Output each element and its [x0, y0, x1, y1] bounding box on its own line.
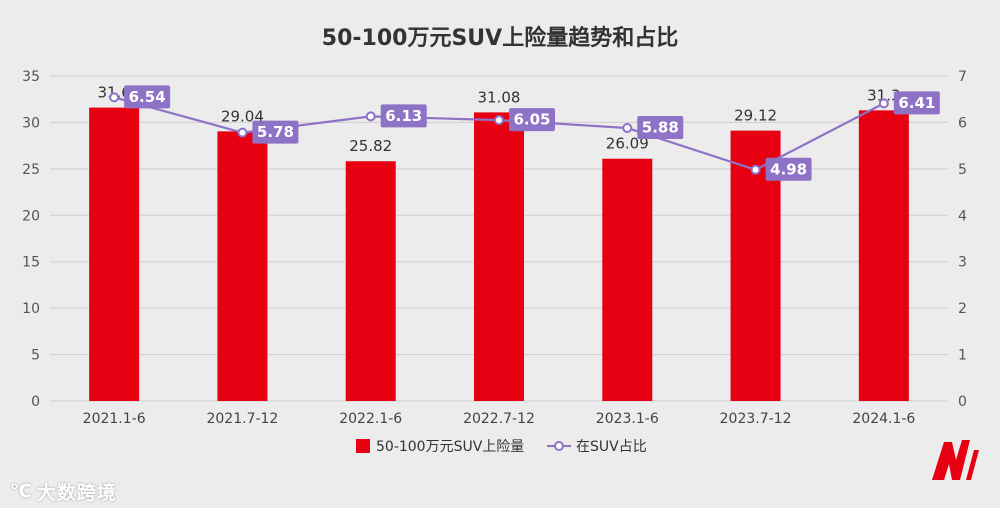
x-tick-label: 2022.1-6: [339, 411, 402, 427]
line-point: [494, 115, 504, 126]
line-label-box: [893, 91, 940, 115]
brand-logo-icon: [932, 440, 979, 480]
bar-value-label: 26.09: [606, 135, 649, 153]
line-point: [878, 98, 889, 109]
bar: [345, 161, 396, 401]
x-tick-label: 2023.1-6: [596, 411, 659, 427]
line-value-label: 6.54: [129, 88, 166, 106]
watermark: ℃ 大数跨境: [10, 478, 117, 505]
bar: [858, 110, 909, 401]
line-point: [237, 127, 248, 138]
legend-swatch-bar: [356, 439, 370, 453]
y2-tick-label: 3: [958, 255, 967, 271]
line-label-box: [765, 157, 812, 181]
line-label-box: [380, 104, 427, 128]
y-tick-label: 0: [31, 394, 40, 410]
y2-tick-label: 0: [958, 394, 967, 410]
x-tick-label: 2021.1-6: [83, 411, 146, 427]
line-value-label: 5.88: [642, 119, 679, 137]
y-tick-label: 20: [22, 208, 40, 224]
line-value-label: 4.98: [770, 160, 807, 178]
bar-value-label: 29.12: [734, 107, 777, 125]
watermark-text: 大数跨境: [36, 482, 117, 504]
bar: [89, 107, 140, 402]
y2-tick-label: 2: [958, 301, 967, 317]
chart-title: 50-100万元SUV上险量趋势和占比: [322, 25, 678, 51]
x-tick-label: 2022.7-12: [463, 411, 535, 427]
y2-tick-label: 1: [958, 348, 967, 364]
bar: [474, 112, 524, 402]
y-tick-label: 15: [22, 255, 40, 271]
y2-tick-label: 4: [958, 208, 967, 224]
line-point: [109, 92, 120, 103]
line-value-label: 6.41: [898, 94, 935, 112]
line-label-box: [509, 108, 555, 132]
y-tick-label: 25: [22, 162, 40, 178]
legend-label-line: 在SUV占比: [576, 439, 647, 455]
line-label-box: [252, 120, 299, 144]
bar-value-label: 31.08: [478, 88, 521, 106]
line-point: [365, 111, 376, 122]
y-tick-label: 10: [22, 301, 40, 317]
y2-tick-label: 7: [958, 69, 967, 85]
line-point: [622, 123, 633, 133]
y2-tick-label: 6: [958, 115, 967, 131]
x-tick-label: 2024.1-6: [852, 411, 915, 427]
y2-tick-label: 5: [958, 162, 967, 178]
legend-label-bar: 50-100万元SUV上险量: [376, 439, 524, 455]
line-value-label: 5.78: [257, 123, 294, 141]
watermark-logo-icon: ℃: [10, 481, 33, 502]
line-value-label: 6.05: [513, 111, 550, 129]
line-label-box: [124, 85, 171, 109]
bar: [602, 158, 653, 401]
y-tick-label: 5: [31, 348, 40, 364]
y-tick-label: 30: [22, 115, 40, 131]
line-label-box: [637, 116, 684, 139]
y-tick-label: 35: [22, 69, 40, 85]
line-point: [750, 164, 761, 175]
legend-swatch-marker: [554, 441, 564, 451]
bar-value-label: 29.04: [221, 107, 264, 125]
line-value-label: 6.13: [385, 107, 422, 125]
x-tick-label: 2021.7-12: [206, 411, 278, 427]
bar-value-label: 25.82: [349, 137, 392, 155]
bar-value-label: 31.3: [867, 86, 900, 104]
x-tick-label: 2023.7-12: [720, 411, 792, 427]
bar: [217, 131, 268, 402]
